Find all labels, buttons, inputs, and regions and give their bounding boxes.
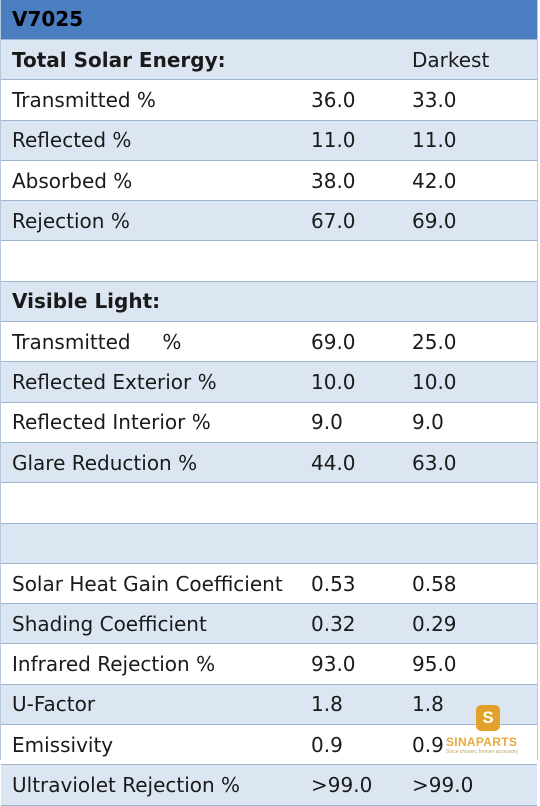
table-bottom-border (1, 804, 537, 806)
value-cell-2: Darkest (412, 47, 490, 72)
section-header-row: Visible Light: (1, 280, 537, 322)
value-cell-1: 9.0 (311, 410, 343, 435)
value-cell-2: 9.0 (412, 410, 444, 435)
row-label: Shading Coefficient (12, 611, 207, 636)
row-label: Reflected % (12, 128, 132, 153)
table-row: Reflected Interior % 9.0 9.0 (1, 401, 537, 442)
value-cell-2: 1.8 (412, 692, 444, 717)
spacer-row (1, 482, 537, 523)
value-cell-1: 67.0 (311, 208, 356, 233)
table-row: Rejection % 67.0 69.0 (1, 200, 537, 241)
row-label: Reflected Exterior % (12, 370, 217, 395)
table-row: Ultraviolet Rejection % >99.0 >99.0 (1, 764, 537, 805)
section-header-row: Total Solar Energy: Darkest (1, 39, 537, 80)
row-label: Glare Reduction % (12, 450, 198, 475)
row-label: Emissivity (12, 732, 114, 757)
value-cell-2: >99.0 (412, 772, 474, 797)
value-cell-2: 0.9 (412, 732, 444, 757)
value-cell-2: 0.58 (412, 571, 457, 596)
row-label: U-Factor (12, 692, 96, 717)
value-cell-1: 0.9 (311, 732, 343, 757)
value-cell-2: 10.0 (412, 370, 457, 395)
table-row: Transmitted % 69.0 25.0 (1, 321, 537, 362)
table-row: Absorbed % 38.0 42.0 (1, 159, 537, 201)
section-title: Visible Light: (12, 289, 161, 314)
value-cell-2: 0.29 (412, 611, 457, 636)
table-row: Shading Coefficient 0.32 0.29 (1, 603, 537, 644)
value-cell-1: 44.0 (311, 450, 356, 475)
value-cell-2: 69.0 (412, 208, 457, 233)
value-cell-2: 25.0 (412, 329, 457, 354)
table-row: U-Factor 1.8 1.8 (1, 683, 537, 725)
table-row: Infrared Rejection % 93.0 95.0 (1, 643, 537, 684)
value-cell-2: 95.0 (412, 652, 457, 677)
spacer-row (1, 522, 537, 563)
row-label: Rejection % (12, 208, 130, 233)
spacer-row (1, 240, 537, 281)
row-label: Solar Heat Gain Coefficient (12, 571, 283, 596)
value-cell-2: 33.0 (412, 87, 457, 112)
section-title: Total Solar Energy: (12, 47, 226, 72)
value-cell-1: 69.0 (311, 329, 356, 354)
value-cell-1: 0.32 (311, 611, 356, 636)
table-row: Glare Reduction % 44.0 63.0 (1, 441, 537, 483)
value-cell-1: 36.0 (311, 87, 356, 112)
row-label: Reflected Interior % (12, 410, 211, 435)
table-row: Reflected Exterior % 10.0 10.0 (1, 361, 537, 402)
value-cell-1: 1.8 (311, 692, 343, 717)
value-cell-1: 11.0 (311, 128, 356, 153)
spec-table: Total Solar Energy: Darkest Transmitted % 3… (1, 39, 537, 805)
value-cell-2: 42.0 (412, 168, 457, 193)
table-row: Transmitted % 36.0 33.0 (1, 79, 537, 120)
row-label: Absorbed % (12, 168, 133, 193)
value-cell-1: 38.0 (311, 168, 356, 193)
value-cell-1: 93.0 (311, 652, 356, 677)
value-cell-2: 63.0 (412, 450, 457, 475)
table-row: Reflected % 11.0 11.0 (1, 119, 537, 160)
row-label: Ultraviolet Rejection % (12, 772, 241, 797)
product-title: V7025 (1, 0, 537, 39)
value-cell-1: >99.0 (311, 772, 373, 797)
table-row: Solar Heat Gain Coefficient 0.53 0.58 (1, 562, 537, 604)
row-label: Infrared Rejection % (12, 652, 216, 677)
table-row: Emissivity 0.9 0.9 (1, 724, 537, 765)
value-cell-2: 11.0 (412, 128, 457, 153)
value-cell-1: 10.0 (311, 370, 356, 395)
value-cell-1: 0.53 (311, 571, 356, 596)
row-label: Transmitted % (12, 329, 182, 354)
row-label: Transmitted % (12, 87, 156, 112)
